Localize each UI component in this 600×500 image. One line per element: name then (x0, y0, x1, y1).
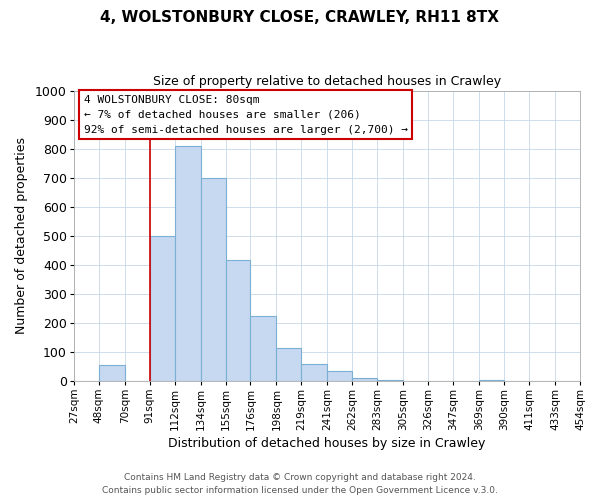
Bar (250, 316, 277, 381)
Bar (377, 380, 403, 381)
Bar (328, 371, 352, 381)
Bar (149, 236, 175, 381)
Text: Contains HM Land Registry data © Crown copyright and database right 2024.
Contai: Contains HM Land Registry data © Crown c… (102, 474, 498, 495)
X-axis label: Distribution of detached houses by size in Crawley: Distribution of detached houses by size … (168, 437, 485, 450)
Bar (226, 260, 250, 381)
Bar (352, 378, 377, 381)
Bar (479, 380, 504, 381)
Bar (175, 146, 200, 381)
Bar (301, 364, 328, 381)
Text: 4, WOLSTONBURY CLOSE, CRAWLEY, RH11 8TX: 4, WOLSTONBURY CLOSE, CRAWLEY, RH11 8TX (101, 10, 499, 25)
Bar (200, 178, 226, 381)
Bar (277, 348, 301, 381)
Text: 4 WOLSTONBURY CLOSE: 80sqm
← 7% of detached houses are smaller (206)
92% of semi: 4 WOLSTONBURY CLOSE: 80sqm ← 7% of detac… (84, 95, 408, 134)
Bar (98, 365, 125, 381)
Y-axis label: Number of detached properties: Number of detached properties (15, 138, 28, 334)
Title: Size of property relative to detached houses in Crawley: Size of property relative to detached ho… (153, 75, 501, 88)
